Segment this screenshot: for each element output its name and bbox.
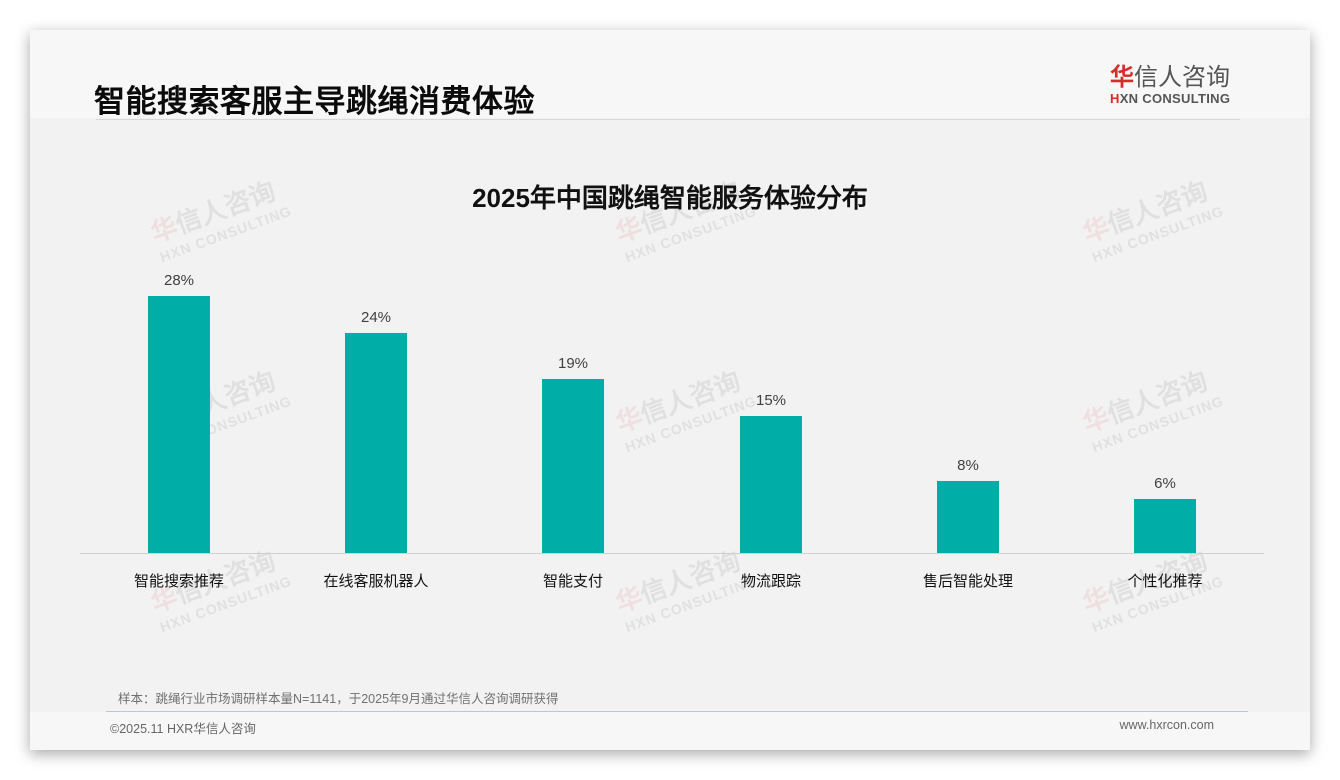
watermark-text: 华	[611, 211, 647, 249]
logo-en-first: H	[1110, 91, 1120, 106]
category-label: 物流跟踪	[740, 573, 801, 590]
category-label: 智能搜索推荐	[133, 573, 224, 590]
watermark-text: HXN CONSULTING	[1089, 392, 1226, 456]
slide: 华信人咨询 HXN CONSULTING 华信人咨询 HXN CONSULTIN…	[30, 30, 1310, 750]
header-band	[30, 30, 1310, 118]
watermark-text: 华	[146, 211, 182, 249]
chart-title: 2025年中国跳绳智能服务体验分布	[472, 183, 868, 213]
header-divider	[96, 119, 1240, 120]
logo-cn: 华信人咨询	[1110, 64, 1242, 92]
website-link[interactable]: www.hxrcon.com	[1119, 718, 1214, 732]
copyright-text: ©2025.11 HXR华信人咨询	[110, 722, 256, 736]
bar-logistics	[740, 416, 802, 553]
bar-chatbot	[345, 333, 407, 553]
source-note: 样本：跳绳行业市场调研样本量N=1141，于2025年9月通过华信人咨询调研获得	[118, 692, 559, 706]
watermark-text: 华	[611, 401, 647, 439]
watermark-text: 华	[1078, 211, 1114, 249]
bar-after-sales	[937, 481, 999, 553]
category-label: 售后智能处理	[922, 573, 1013, 590]
bar-personalized	[1134, 499, 1196, 553]
bar-value-label: 19%	[557, 355, 589, 372]
logo-en: HXN CONSULTING	[1110, 91, 1242, 106]
logo-cn-rest: 信人咨询	[1134, 64, 1230, 91]
watermark-text: 信人咨询	[1103, 365, 1212, 430]
footer-band	[30, 712, 1310, 750]
bar-smart-search	[148, 296, 210, 553]
logo-cn-first: 华	[1110, 64, 1134, 91]
page-title: 智能搜索客服主导跳绳消费体验	[94, 84, 535, 119]
company-logo: 华信人咨询 HXN CONSULTING	[1110, 64, 1242, 106]
bar-value-label: 28%	[163, 272, 195, 289]
logo-en-rest: XN CONSULTING	[1119, 91, 1231, 106]
category-label: 个性化推荐	[1127, 573, 1203, 590]
category-label: 在线客服机器人	[323, 573, 429, 590]
footer-divider	[106, 711, 1248, 712]
bar-value-label: 6%	[1154, 475, 1176, 492]
bar-value-label: 15%	[755, 392, 787, 409]
watermark: 华信人咨询 HXN CONSULTING	[1077, 358, 1226, 456]
category-label: 智能支付	[542, 573, 603, 590]
bar-smart-payment	[542, 379, 604, 553]
bar-value-label: 24%	[360, 309, 392, 326]
x-axis-line	[80, 553, 1264, 554]
watermark-text: 华	[1078, 401, 1114, 439]
bar-value-label: 8%	[957, 457, 979, 474]
